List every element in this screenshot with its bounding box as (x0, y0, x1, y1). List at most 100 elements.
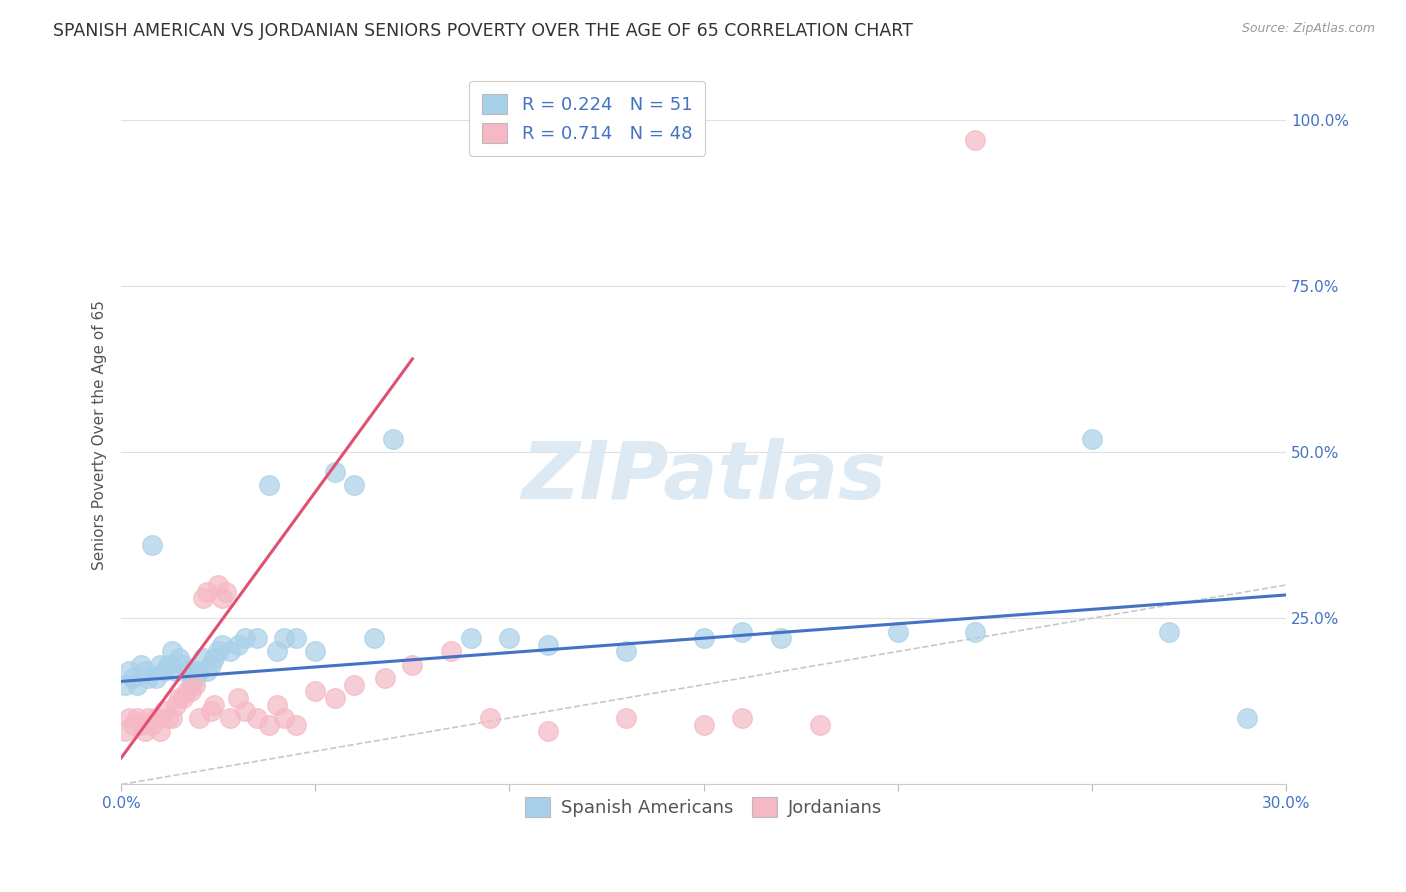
Point (169, 651, 191, 665)
Point (363, 631, 385, 645)
Point (114, 678, 136, 692)
Point (211, 591, 233, 606)
Point (692, 631, 714, 645)
Point (138, 671, 160, 685)
Point (304, 684, 326, 698)
Point (153, 665, 176, 679)
Point (498, 631, 520, 645)
Point (195, 584, 218, 599)
Point (226, 638, 249, 652)
Point (257, 717, 280, 731)
Point (165, 665, 187, 679)
Point (284, 631, 307, 645)
Point (160, 711, 183, 725)
Point (731, 624, 754, 639)
Point (211, 638, 233, 652)
Point (692, 717, 714, 731)
Point (266, 698, 288, 712)
Point (219, 711, 242, 725)
Point (184, 671, 207, 685)
Point (191, 651, 214, 665)
Point (273, 631, 295, 645)
Point (382, 432, 405, 446)
Text: Source: ZipAtlas.com: Source: ZipAtlas.com (1241, 22, 1375, 36)
Point (440, 644, 463, 658)
Legend: Spanish Americans, Jordanians: Spanish Americans, Jordanians (517, 790, 889, 824)
Point (149, 724, 172, 739)
Point (460, 631, 482, 645)
Point (165, 698, 187, 712)
Point (153, 704, 176, 718)
Point (125, 711, 148, 725)
Point (246, 711, 269, 725)
Point (401, 657, 423, 672)
Point (180, 684, 202, 698)
Point (219, 644, 242, 658)
Point (215, 584, 238, 599)
Text: ZIPatlas: ZIPatlas (522, 438, 886, 516)
Point (323, 691, 346, 706)
Point (226, 691, 249, 706)
Point (235, 704, 257, 718)
Point (187, 665, 209, 679)
Point (184, 678, 207, 692)
Point (1081, 432, 1104, 446)
Point (129, 657, 152, 672)
Point (343, 678, 366, 692)
Point (121, 717, 143, 731)
Point (886, 624, 908, 639)
Point (273, 711, 295, 725)
Point (172, 657, 194, 672)
Point (965, 132, 987, 146)
Point (323, 465, 346, 479)
Point (1236, 711, 1258, 725)
Point (129, 717, 152, 731)
Point (160, 644, 183, 658)
Point (118, 665, 141, 679)
Point (266, 644, 288, 658)
Point (200, 704, 222, 718)
Point (537, 638, 560, 652)
Point (180, 678, 202, 692)
Point (374, 671, 396, 685)
Point (176, 665, 198, 679)
Point (141, 538, 163, 552)
Point (614, 644, 637, 658)
Point (731, 711, 754, 725)
Point (172, 691, 194, 706)
Point (169, 691, 191, 706)
Point (343, 478, 366, 492)
Point (202, 651, 225, 665)
Point (141, 717, 163, 731)
Point (479, 711, 502, 725)
Point (125, 678, 148, 692)
Point (149, 657, 172, 672)
Point (134, 724, 156, 739)
Point (284, 717, 307, 731)
Point (207, 578, 229, 592)
Point (614, 711, 637, 725)
Point (235, 631, 257, 645)
Point (118, 711, 141, 725)
Point (156, 711, 179, 725)
Point (176, 684, 198, 698)
Point (246, 631, 269, 645)
Point (134, 665, 156, 679)
Point (191, 591, 214, 606)
Point (145, 671, 167, 685)
Point (121, 671, 143, 685)
Text: SPANISH AMERICAN VS JORDANIAN SENIORS POVERTY OVER THE AGE OF 65 CORRELATION CHA: SPANISH AMERICAN VS JORDANIAN SENIORS PO… (53, 22, 914, 40)
Point (156, 657, 179, 672)
Point (770, 631, 793, 645)
Point (187, 711, 209, 725)
Point (200, 657, 222, 672)
Y-axis label: Seniors Poverty Over the Age of 65: Seniors Poverty Over the Age of 65 (93, 301, 107, 570)
Point (304, 644, 326, 658)
Point (138, 711, 160, 725)
Point (965, 624, 987, 639)
Point (808, 717, 831, 731)
Point (207, 644, 229, 658)
Point (145, 711, 167, 725)
Point (537, 724, 560, 739)
Point (257, 478, 280, 492)
